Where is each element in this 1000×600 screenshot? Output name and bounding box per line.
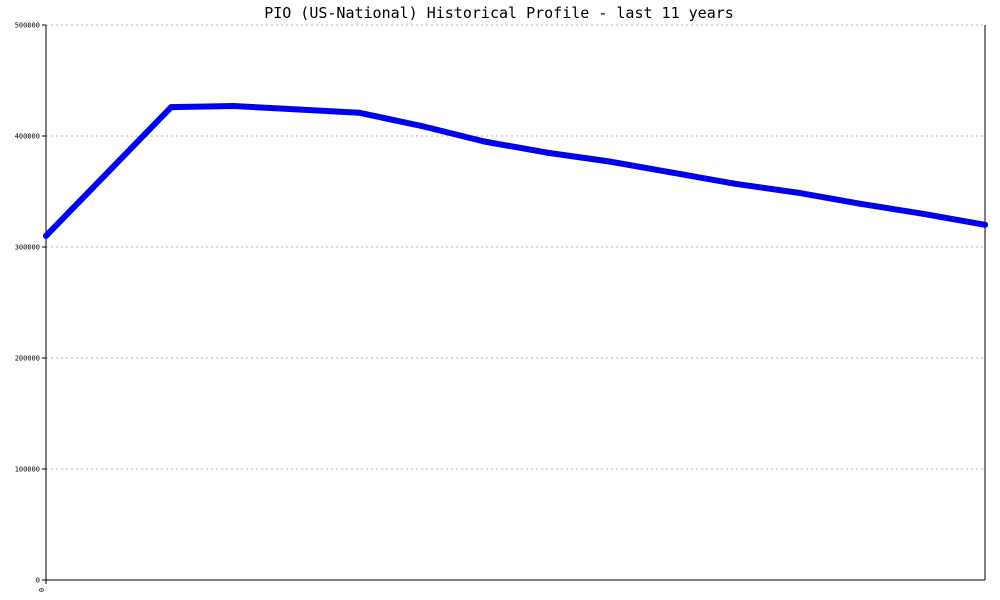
y-tick-label: 200000 bbox=[15, 355, 40, 363]
series-line bbox=[43, 103, 988, 239]
y-tick-label: 500000 bbox=[15, 22, 40, 30]
chart-title: PIO (US-National) Historical Profile - l… bbox=[264, 4, 734, 22]
data-point bbox=[230, 103, 237, 110]
data-point bbox=[606, 158, 613, 165]
data-point bbox=[356, 109, 362, 116]
series-layer bbox=[43, 103, 988, 239]
y-tick-label: 400000 bbox=[15, 133, 40, 141]
y-tick-labels: 0 100000 200000 300000 400000 500000 bbox=[15, 22, 40, 585]
data-point bbox=[731, 180, 738, 187]
data-point bbox=[669, 169, 675, 176]
data-point bbox=[794, 189, 801, 196]
data-point bbox=[418, 123, 425, 130]
data-point bbox=[293, 106, 300, 113]
data-point bbox=[856, 200, 863, 207]
data-point bbox=[982, 221, 988, 228]
data-point bbox=[43, 232, 49, 239]
x-tick-label: 0 bbox=[38, 588, 46, 592]
grid-lines bbox=[46, 24, 985, 470]
y-tick-label: 0 bbox=[36, 577, 40, 585]
data-point bbox=[105, 168, 112, 175]
data-point bbox=[168, 104, 175, 111]
axes bbox=[42, 24, 986, 584]
y-tick-label: 300000 bbox=[15, 244, 40, 252]
data-point bbox=[481, 138, 488, 145]
x-tick-labels: 0 bbox=[38, 588, 46, 592]
y-tick-label: 100000 bbox=[15, 466, 40, 474]
data-point bbox=[543, 149, 550, 156]
data-point bbox=[919, 210, 926, 217]
